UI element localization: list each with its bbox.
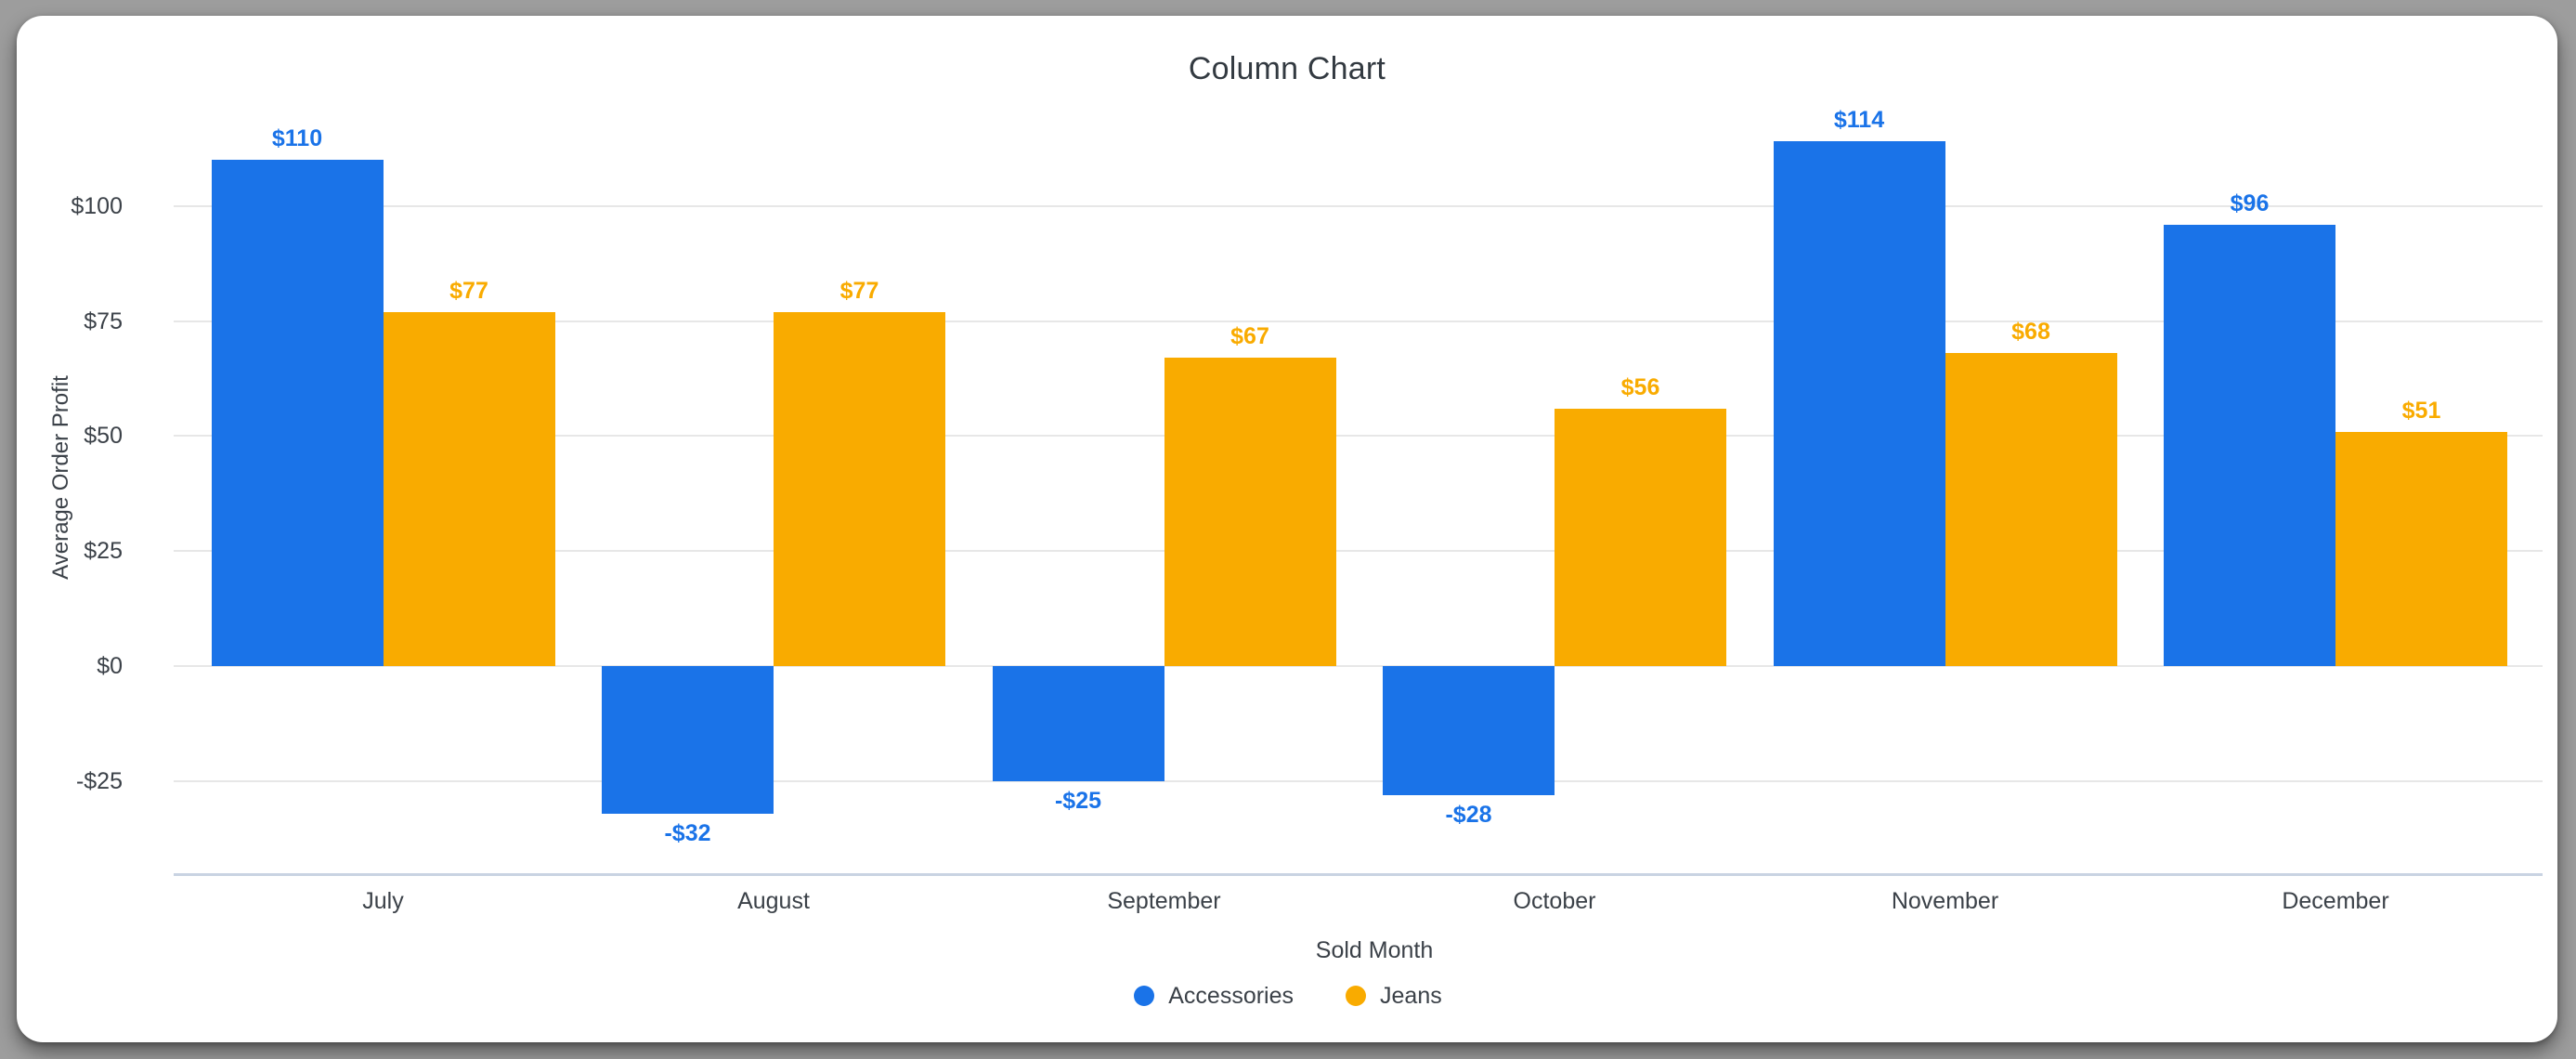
x-tick-label-august: August (737, 888, 810, 914)
y-tick-label: $100 (71, 192, 123, 219)
x-tick-label-november: November (1891, 888, 1999, 914)
y-tick-label: $50 (84, 423, 123, 450)
bar-accessories-july[interactable] (211, 160, 384, 667)
bar-label-accessories-september: -$25 (1054, 787, 1102, 814)
legend: Accessories Jeans (0, 982, 2576, 1010)
legend-label: Jeans (1380, 983, 1442, 1009)
bar-label-accessories-july: $110 (271, 125, 323, 152)
bar-jeans-september[interactable] (1164, 358, 1336, 667)
bar-jeans-october[interactable] (1555, 408, 1726, 667)
x-axis-line (174, 873, 2543, 876)
gridline-50 (174, 435, 2543, 438)
bar-label-jeans-september: $67 (1230, 323, 1269, 350)
legend-label: Accessories (1168, 983, 1295, 1009)
bar-jeans-november[interactable] (1945, 353, 2117, 667)
bar-jeans-july[interactable] (383, 311, 555, 667)
bar-label-jeans-august: $77 (839, 277, 879, 304)
bar-label-jeans-december: $51 (2401, 397, 2441, 424)
y-tick-label: $25 (84, 538, 123, 565)
legend-dot-accessories (1134, 986, 1155, 1006)
gridline-100 (174, 204, 2543, 207)
bar-label-jeans-october: $56 (1620, 373, 1660, 400)
bar-label-accessories-november: $114 (1833, 107, 1885, 134)
x-tick-label-december: December (2282, 888, 2389, 914)
bar-label-accessories-august: -$32 (664, 819, 711, 846)
x-axis-title: Sold Month (1315, 937, 1434, 963)
bar-accessories-september[interactable] (992, 666, 1164, 781)
bar-label-jeans-november: $68 (2011, 319, 2050, 346)
y-tick-label: -$25 (75, 767, 123, 794)
gridline--25 (174, 779, 2543, 782)
x-tick-label-october: October (1513, 888, 1596, 914)
bar-jeans-august[interactable] (774, 311, 945, 667)
bar-label-accessories-december: $96 (2230, 190, 2270, 216)
bar-accessories-december[interactable] (2164, 224, 2335, 667)
y-tick-label: $75 (84, 307, 123, 334)
bar-accessories-october[interactable] (1383, 666, 1555, 795)
x-tick-label-september: September (1107, 888, 1221, 914)
chart-title: Column Chart (1188, 51, 1386, 86)
bar-label-accessories-october: -$28 (1445, 801, 1492, 828)
bar-accessories-august[interactable] (602, 666, 774, 814)
gridline-0 (174, 665, 2543, 668)
legend-dot-jeans (1346, 986, 1367, 1006)
gridline-75 (174, 320, 2543, 322)
y-tick-label: $0 (97, 653, 123, 680)
x-tick-label-july: July (362, 888, 404, 914)
legend-item-accessories[interactable]: Accessories (1134, 982, 1294, 1010)
bar-label-jeans-july: $77 (449, 277, 488, 304)
gridline-25 (174, 550, 2543, 553)
bar-accessories-november[interactable] (1773, 141, 1945, 667)
bar-jeans-december[interactable] (2335, 431, 2507, 667)
legend-item-jeans[interactable]: Jeans (1346, 982, 1442, 1010)
